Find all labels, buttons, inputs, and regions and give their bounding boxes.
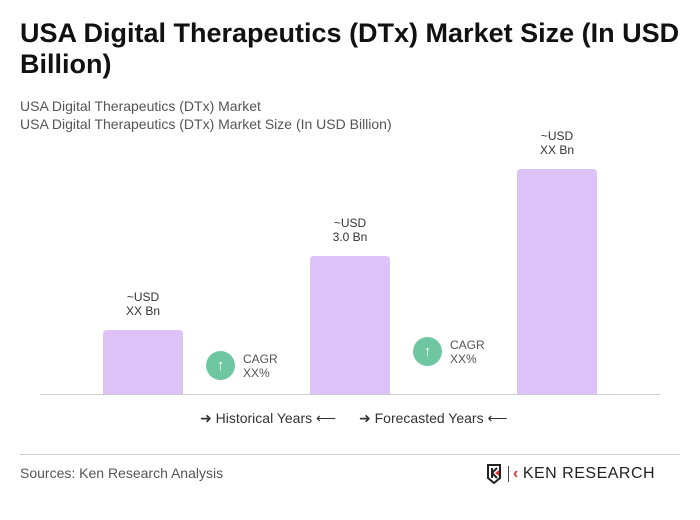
legend-label: Historical Years bbox=[215, 410, 313, 426]
data-label: ~USD XX Bn bbox=[539, 128, 575, 157]
bar bbox=[517, 168, 597, 394]
sources-text: Sources: Ken Research Analysis bbox=[20, 465, 224, 481]
x-axis bbox=[40, 394, 660, 395]
legend-historical: ➜ Historical Years ⟵ bbox=[200, 410, 337, 426]
page-title: USA Digital Therapeutics (DTx) Market Si… bbox=[20, 18, 680, 79]
subtitle-secondary: USA Digital Therapeutics (DTx) Market Si… bbox=[20, 116, 392, 132]
cagr-indicator: ↑ CAGR XX% bbox=[206, 351, 278, 380]
data-label: ~USD 3.0 Bn bbox=[332, 216, 368, 244]
ken-research-logo: ‹ KEN RESEARCH bbox=[486, 464, 655, 484]
arrow-up-icon: ↑ bbox=[413, 337, 442, 366]
legend-label: Forecasted Years bbox=[374, 410, 484, 426]
arrow-up-icon: ↑ bbox=[206, 351, 235, 380]
cagr-indicator: ↑ CAGR XX% bbox=[413, 337, 485, 366]
footer-divider bbox=[20, 454, 680, 455]
cagr-text: CAGR XX% bbox=[243, 351, 278, 380]
bar bbox=[310, 256, 390, 394]
data-label: ~USD XX Bn bbox=[125, 289, 161, 318]
legend-forecasted: ➜ Forecasted Years ⟵ bbox=[359, 410, 508, 426]
subtitle: USA Digital Therapeutics (DTx) Market bbox=[20, 98, 261, 114]
cagr-text: CAGR XX% bbox=[450, 337, 485, 366]
bar bbox=[103, 329, 183, 394]
logo-icon bbox=[487, 464, 501, 484]
logo-text: KEN RESEARCH bbox=[522, 465, 656, 482]
